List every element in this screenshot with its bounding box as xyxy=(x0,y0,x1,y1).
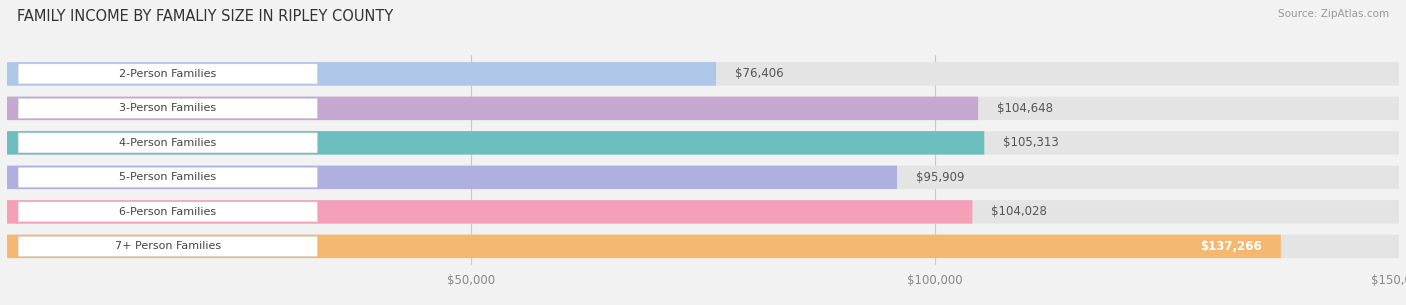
FancyBboxPatch shape xyxy=(18,167,318,187)
FancyBboxPatch shape xyxy=(7,166,1399,189)
FancyBboxPatch shape xyxy=(7,235,1399,258)
FancyBboxPatch shape xyxy=(18,236,318,257)
Text: $104,028: $104,028 xyxy=(991,205,1047,218)
Text: $76,406: $76,406 xyxy=(734,67,783,81)
FancyBboxPatch shape xyxy=(18,202,318,222)
Text: 6-Person Families: 6-Person Families xyxy=(120,207,217,217)
FancyBboxPatch shape xyxy=(18,99,318,118)
FancyBboxPatch shape xyxy=(7,166,897,189)
Text: 7+ Person Families: 7+ Person Families xyxy=(115,241,221,251)
FancyBboxPatch shape xyxy=(7,62,716,86)
Text: 3-Person Families: 3-Person Families xyxy=(120,103,217,113)
Text: $104,648: $104,648 xyxy=(997,102,1053,115)
Text: FAMILY INCOME BY FAMALIY SIZE IN RIPLEY COUNTY: FAMILY INCOME BY FAMALIY SIZE IN RIPLEY … xyxy=(17,9,394,24)
FancyBboxPatch shape xyxy=(7,235,1281,258)
Text: 4-Person Families: 4-Person Families xyxy=(120,138,217,148)
FancyBboxPatch shape xyxy=(7,200,1399,224)
FancyBboxPatch shape xyxy=(7,131,1399,155)
FancyBboxPatch shape xyxy=(7,97,979,120)
FancyBboxPatch shape xyxy=(7,62,1399,86)
Text: $95,909: $95,909 xyxy=(915,171,965,184)
FancyBboxPatch shape xyxy=(7,97,1399,120)
FancyBboxPatch shape xyxy=(7,200,973,224)
Text: 2-Person Families: 2-Person Families xyxy=(120,69,217,79)
Text: $137,266: $137,266 xyxy=(1201,240,1263,253)
FancyBboxPatch shape xyxy=(7,131,984,155)
FancyBboxPatch shape xyxy=(18,133,318,153)
Text: Source: ZipAtlas.com: Source: ZipAtlas.com xyxy=(1278,9,1389,19)
Text: $105,313: $105,313 xyxy=(1002,136,1059,149)
FancyBboxPatch shape xyxy=(18,64,318,84)
Text: 5-Person Families: 5-Person Families xyxy=(120,172,217,182)
